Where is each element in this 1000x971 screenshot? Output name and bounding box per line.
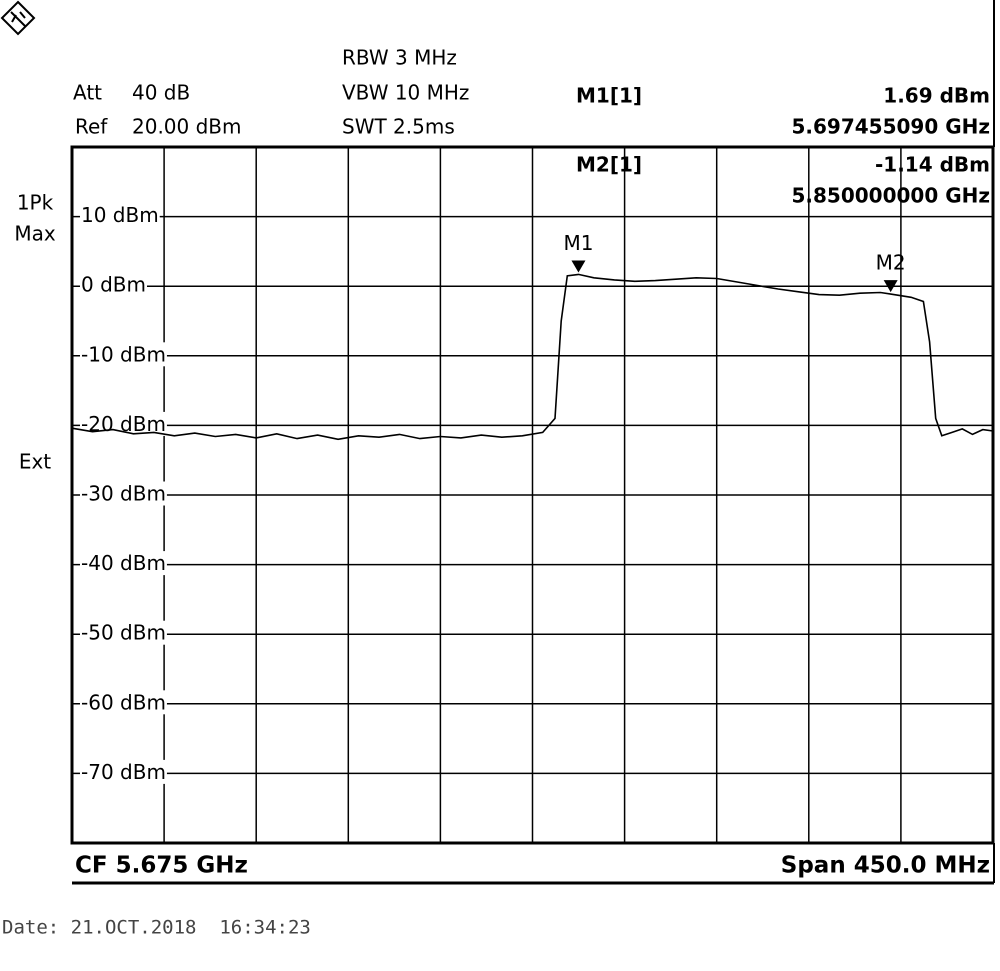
marker	[883, 280, 898, 293]
marker-label: M2	[876, 251, 906, 275]
marker-frequency: 5.697455090 GHz	[791, 115, 990, 139]
y-tick-label: -60 dBm	[81, 690, 166, 714]
tick-label-background	[80, 551, 167, 576]
trace	[71, 273, 994, 441]
y-tick-label: -10 dBm	[81, 342, 166, 366]
setting-value: 20.00 dBm	[132, 115, 242, 139]
trace-mode: 1Pk	[17, 191, 54, 215]
marker-frequency: 5.850000000 GHz	[791, 184, 990, 208]
logo	[0, 0, 36, 36]
tick-label-background	[80, 481, 167, 506]
setting-label: Att	[73, 81, 102, 105]
marker-readout: M1[1]	[576, 84, 642, 108]
sweep-setting: RBW 3 MHz	[342, 46, 457, 70]
marker-level: 1.69 dBm	[883, 84, 990, 108]
tick-label-background	[80, 272, 147, 297]
marker-label: M1	[563, 231, 593, 255]
tick-label-background	[80, 690, 167, 715]
marker	[571, 260, 586, 273]
setting-label: Ref	[75, 115, 108, 139]
date: Date: 21.OCT.2018 16:34:23	[2, 917, 311, 939]
y-tick-label: -30 dBm	[81, 482, 166, 506]
setting-value: 40 dB	[132, 81, 190, 105]
center-frequency: CF 5.675 GHz	[75, 853, 248, 879]
y-tick-label: 0 dBm	[81, 273, 146, 297]
tick-label-background	[80, 759, 167, 784]
y-tick-label: -40 dBm	[81, 551, 166, 575]
sweep-setting: VBW 10 MHz	[342, 81, 469, 105]
y-tick-label: -50 dBm	[81, 621, 166, 645]
marker-level: -1.14 dBm	[875, 153, 990, 177]
tick-label-background	[80, 620, 167, 645]
trigger: Ext	[19, 450, 51, 474]
y-tick-label: 10 dBm	[81, 203, 159, 227]
span: Span 450.0 MHz	[781, 853, 990, 879]
plot-area	[71, 147, 994, 843]
y-tick-label: -70 dBm	[81, 760, 166, 784]
tick-label-background	[80, 342, 167, 367]
trace-mode: Max	[14, 222, 56, 246]
plot-frame	[70, 145, 995, 845]
tick-label-background	[80, 203, 160, 228]
sweep-setting: SWT 2.5ms	[342, 115, 455, 139]
marker-readout: M2[1]	[576, 153, 642, 177]
